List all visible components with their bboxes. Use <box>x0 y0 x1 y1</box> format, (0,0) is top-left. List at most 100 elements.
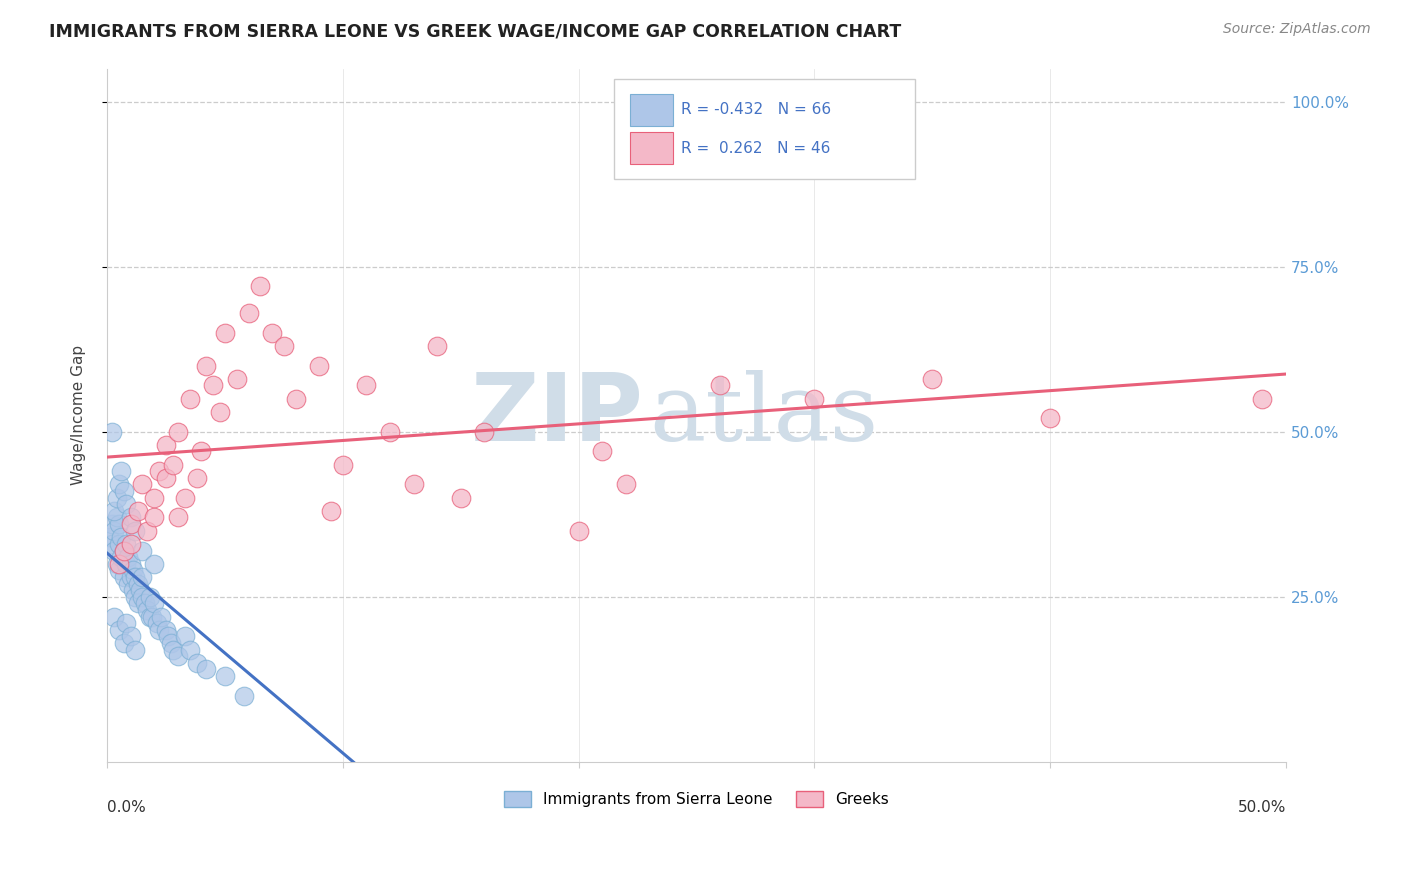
Point <box>131 590 153 604</box>
Point <box>155 438 177 452</box>
Point <box>124 524 146 538</box>
Point <box>105 510 128 524</box>
Point <box>138 590 160 604</box>
Point <box>103 504 125 518</box>
Point <box>1039 411 1062 425</box>
Point <box>103 524 125 538</box>
Point <box>143 491 166 505</box>
Point <box>103 543 125 558</box>
Point <box>166 510 188 524</box>
Point <box>273 339 295 353</box>
Point <box>110 550 132 565</box>
Point <box>148 464 170 478</box>
Point <box>150 609 173 624</box>
Point <box>614 477 637 491</box>
Point <box>108 537 131 551</box>
Point <box>112 543 135 558</box>
Point <box>120 510 142 524</box>
Point <box>112 636 135 650</box>
Point <box>143 596 166 610</box>
Point <box>1251 392 1274 406</box>
Point <box>110 464 132 478</box>
Point <box>127 576 149 591</box>
Point <box>101 517 124 532</box>
Point <box>124 642 146 657</box>
Point <box>124 570 146 584</box>
Point <box>108 517 131 532</box>
Point <box>232 689 254 703</box>
Point <box>209 405 232 419</box>
Point <box>112 484 135 499</box>
Point <box>131 543 153 558</box>
Point <box>143 557 166 571</box>
Point <box>159 636 181 650</box>
Point <box>115 497 138 511</box>
Point <box>112 570 135 584</box>
Point <box>162 642 184 657</box>
Point <box>108 623 131 637</box>
Point <box>173 629 195 643</box>
Point <box>115 616 138 631</box>
Point <box>472 425 495 439</box>
Point <box>214 326 236 340</box>
Point <box>921 372 943 386</box>
Text: ZIP: ZIP <box>471 369 644 461</box>
Point <box>105 557 128 571</box>
Point <box>238 306 260 320</box>
Point <box>450 491 472 505</box>
Point <box>124 590 146 604</box>
Point <box>101 425 124 439</box>
Point <box>179 642 201 657</box>
Point <box>136 603 159 617</box>
Point <box>122 583 145 598</box>
Point <box>402 477 425 491</box>
Point <box>308 359 330 373</box>
Point <box>115 537 138 551</box>
Point <box>105 491 128 505</box>
Point <box>195 359 218 373</box>
Point <box>129 583 152 598</box>
Point <box>186 656 208 670</box>
Point <box>136 524 159 538</box>
Point <box>591 444 613 458</box>
Y-axis label: Wage/Income Gap: Wage/Income Gap <box>72 345 86 485</box>
Point <box>426 339 449 353</box>
Point <box>284 392 307 406</box>
Point <box>112 543 135 558</box>
Point <box>155 471 177 485</box>
Legend: Immigrants from Sierra Leone, Greeks: Immigrants from Sierra Leone, Greeks <box>498 785 896 814</box>
Point <box>225 372 247 386</box>
Point <box>378 425 401 439</box>
Point <box>157 629 180 643</box>
Point <box>120 570 142 584</box>
Point <box>115 557 138 571</box>
Point <box>166 649 188 664</box>
Point <box>122 563 145 577</box>
Point <box>120 629 142 643</box>
Point <box>127 596 149 610</box>
FancyBboxPatch shape <box>630 95 673 126</box>
Point <box>803 392 825 406</box>
Text: R = -0.432   N = 66: R = -0.432 N = 66 <box>681 102 831 117</box>
FancyBboxPatch shape <box>614 78 915 179</box>
Point <box>195 662 218 676</box>
Point <box>155 623 177 637</box>
Point <box>173 491 195 505</box>
Point <box>108 477 131 491</box>
Point <box>166 425 188 439</box>
Point <box>356 378 378 392</box>
Point <box>131 570 153 584</box>
Point <box>179 392 201 406</box>
Point <box>202 378 225 392</box>
Point <box>108 557 131 571</box>
Point <box>214 669 236 683</box>
Point <box>120 557 142 571</box>
Point <box>110 530 132 544</box>
Point <box>134 596 156 610</box>
Point <box>332 458 354 472</box>
Text: 50.0%: 50.0% <box>1237 800 1286 815</box>
Point <box>262 326 284 340</box>
Point <box>568 524 591 538</box>
Point <box>319 504 342 518</box>
Point <box>249 279 271 293</box>
